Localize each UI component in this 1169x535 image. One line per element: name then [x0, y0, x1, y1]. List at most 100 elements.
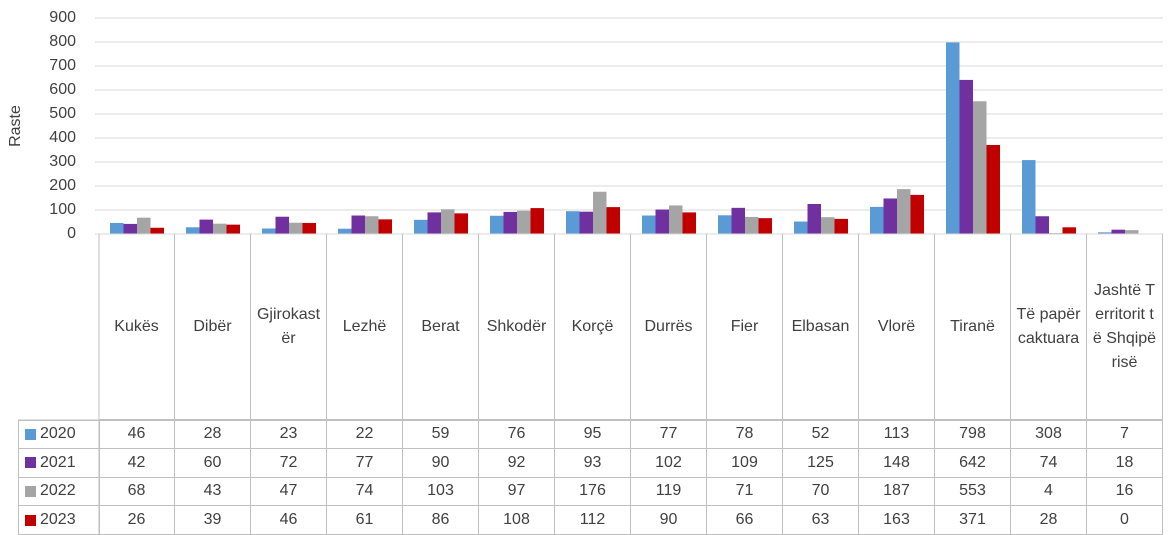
table-value: 28 — [175, 420, 251, 449]
bar — [454, 213, 468, 234]
table-value: 119 — [631, 477, 707, 507]
bar — [731, 207, 745, 234]
table-value: 70 — [783, 477, 859, 507]
table-value: 46 — [251, 506, 327, 535]
bar — [365, 216, 379, 234]
bar — [897, 189, 911, 234]
category-label: Shkodër — [479, 234, 555, 420]
table-value: 74 — [1011, 448, 1087, 478]
bar — [137, 217, 151, 234]
bar — [986, 144, 1000, 234]
y-tick-label: 800 — [49, 33, 76, 50]
table-value: 74 — [327, 477, 403, 507]
table-value: 61 — [327, 506, 403, 535]
category-label: Tiranë — [935, 234, 1011, 420]
y-tick-label: 900 — [49, 9, 76, 26]
bar — [669, 205, 683, 234]
bar — [821, 217, 835, 234]
table-value: 148 — [859, 448, 935, 478]
table-value: 42 — [99, 448, 175, 478]
table-value: 4 — [1011, 477, 1087, 507]
category-label: Kukës — [99, 234, 175, 420]
bar — [378, 219, 392, 234]
legend-entry: 2020 — [18, 420, 100, 449]
bar — [517, 210, 531, 234]
table-value: 93 — [555, 448, 631, 478]
bar — [682, 212, 696, 234]
bar — [642, 215, 656, 234]
table-value: 26 — [99, 506, 175, 535]
table-value: 68 — [99, 477, 175, 507]
bar — [110, 222, 124, 234]
bar — [351, 215, 365, 234]
y-tick-label: 700 — [49, 57, 76, 74]
bar — [213, 223, 227, 234]
table-value: 86 — [403, 506, 479, 535]
bar — [946, 42, 960, 235]
table-value: 28 — [1011, 506, 1087, 535]
table-value: 90 — [403, 448, 479, 478]
bar — [199, 219, 213, 234]
category-label: Lezhë — [327, 234, 403, 420]
bar — [745, 216, 759, 234]
category-label: Të papërcaktuara — [1011, 234, 1087, 420]
legend-entry: 2021 — [18, 448, 100, 478]
category-label: Fier — [707, 234, 783, 420]
table-value: 76 — [479, 420, 555, 449]
legend-entry: 2023 — [18, 506, 100, 535]
table-value: 77 — [327, 448, 403, 478]
table-value: 22 — [327, 420, 403, 449]
bar — [973, 101, 987, 234]
bar — [1098, 232, 1112, 234]
y-tick-label: 400 — [49, 129, 76, 146]
y-tick-label: 300 — [49, 153, 76, 170]
bar — [123, 223, 137, 234]
bar — [1125, 230, 1139, 234]
y-axis-label: Raste — [7, 105, 24, 147]
bar — [579, 211, 593, 234]
bar — [910, 194, 924, 234]
bar — [758, 218, 772, 234]
table-value: 43 — [175, 477, 251, 507]
table-value: 97 — [479, 477, 555, 507]
table-value: 108 — [479, 506, 555, 535]
y-tick-label: 500 — [49, 105, 76, 122]
category-label: Jashtë Territorit të Shqipërisë — [1087, 234, 1163, 420]
legend-label: 2023 — [40, 511, 76, 529]
table-value: 642 — [935, 448, 1011, 478]
table-value: 47 — [251, 477, 327, 507]
category-label: Durrës — [631, 234, 707, 420]
table-value: 103 — [403, 477, 479, 507]
table-value: 46 — [99, 420, 175, 449]
table-value: 109 — [707, 448, 783, 478]
bar — [186, 227, 200, 234]
table-value: 7 — [1087, 420, 1163, 449]
bar — [490, 215, 504, 234]
legend-swatch — [25, 428, 36, 440]
legend-swatch — [25, 485, 36, 497]
bar — [807, 204, 821, 234]
category-label: Gjirokastër — [251, 234, 327, 420]
bar — [593, 191, 607, 234]
bar — [606, 207, 620, 234]
y-tick-label: 100 — [49, 201, 76, 218]
bar — [338, 228, 352, 234]
table-value: 90 — [631, 506, 707, 535]
legend-entry: 2022 — [18, 477, 100, 507]
table-value: 71 — [707, 477, 783, 507]
bar — [302, 222, 316, 234]
table-value: 798 — [935, 420, 1011, 449]
table-value: 163 — [859, 506, 935, 535]
category-label: Vlorë — [859, 234, 935, 420]
bar — [959, 79, 973, 234]
table-value: 18 — [1087, 448, 1163, 478]
table-value: 0 — [1087, 506, 1163, 535]
category-label: Dibër — [175, 234, 251, 420]
bar — [718, 215, 732, 234]
bar — [441, 209, 455, 234]
table-value: 66 — [707, 506, 783, 535]
bar — [289, 222, 303, 234]
bar — [794, 221, 808, 234]
